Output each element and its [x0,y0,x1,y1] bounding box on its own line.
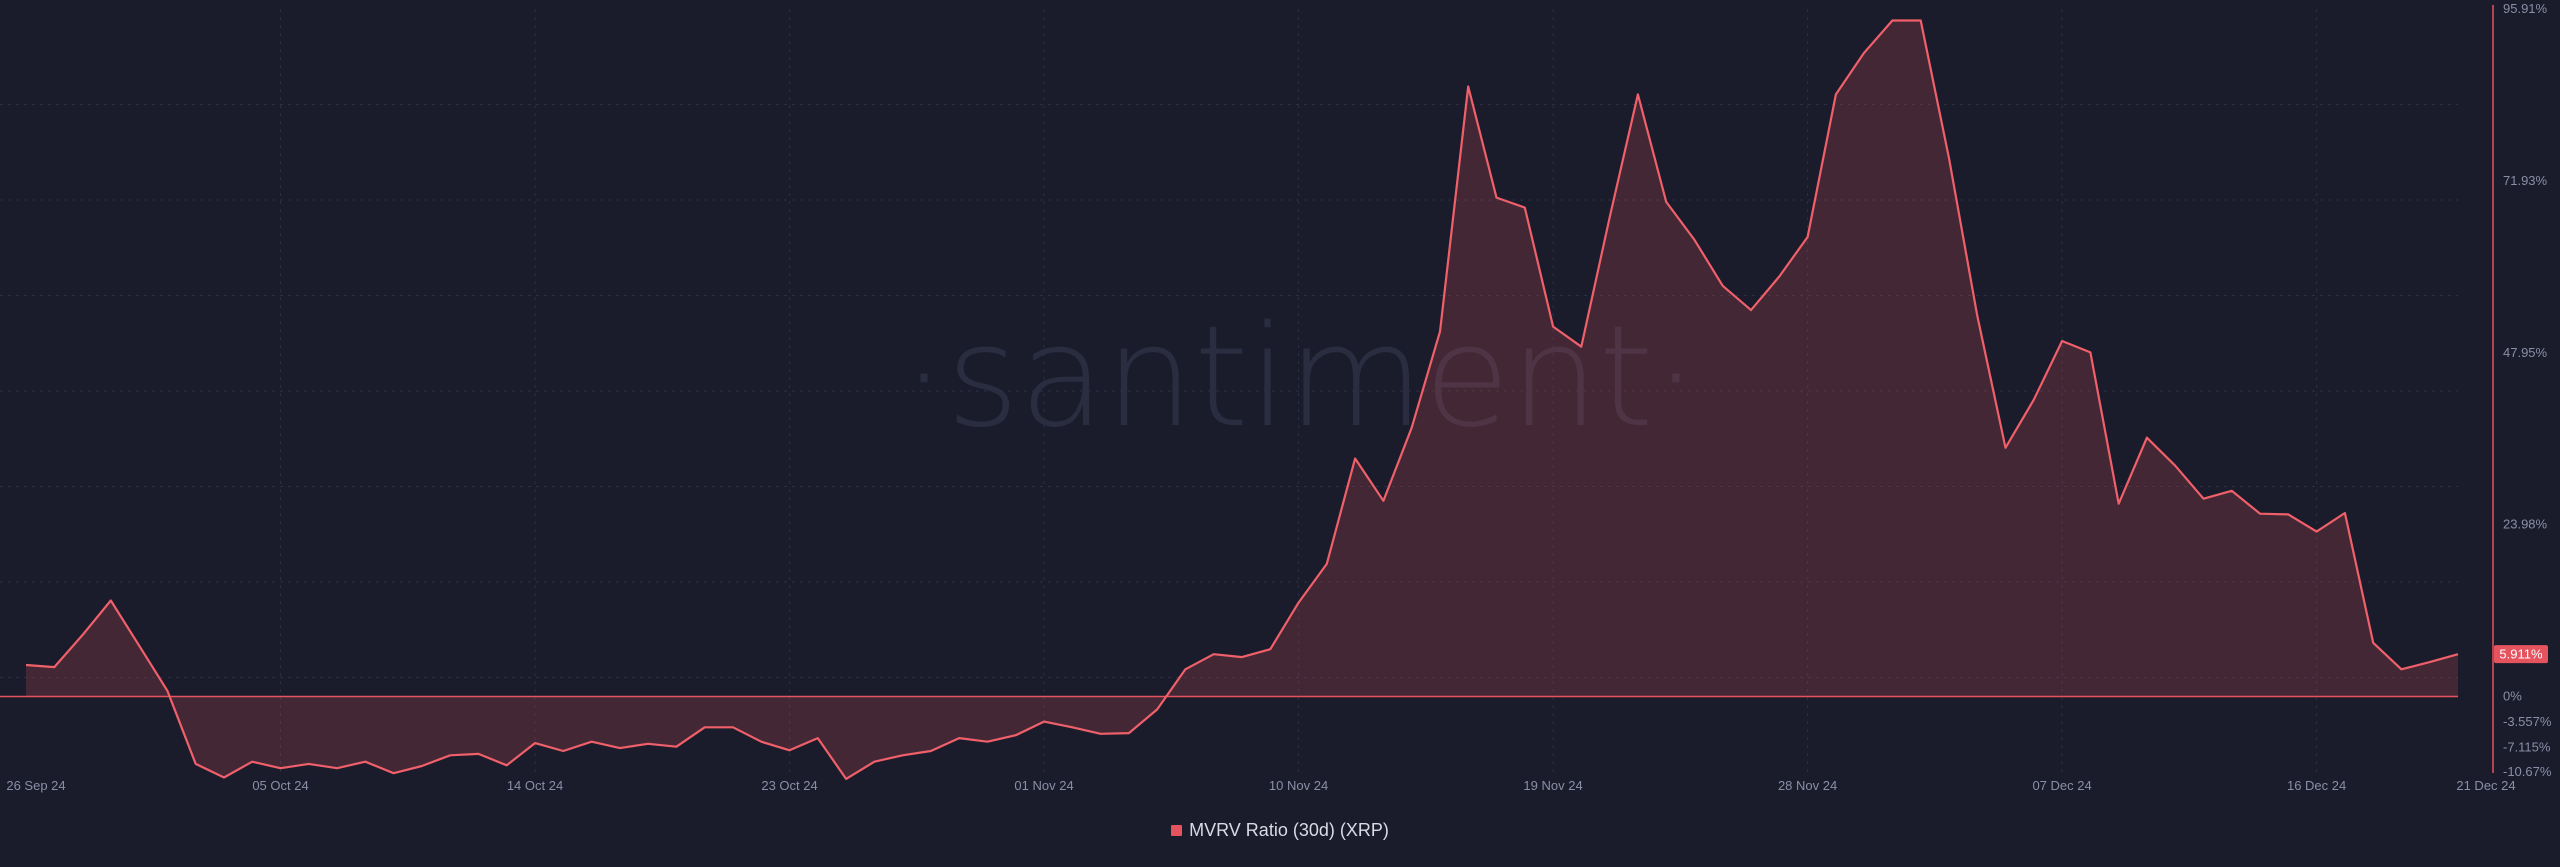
x-tick-label: 28 Nov 24 [1778,778,1837,793]
x-tick-label: 26 Sep 24 [6,778,65,793]
series-area [0,19,2459,780]
x-tick-label: 10 Nov 24 [1269,778,1328,793]
x-tick-label: 05 Oct 24 [252,778,308,793]
y-tick-label: 95.91% [2503,1,2548,16]
y-tick-label: 47.95% [2503,345,2548,360]
x-tick-label: 14 Oct 24 [507,778,563,793]
grid-lines [0,9,2458,773]
x-tick-label: 01 Nov 24 [1014,778,1073,793]
legend-label: MVRV Ratio (30d) (XRP) [1189,820,1389,840]
x-tick-label: 23 Oct 24 [761,778,817,793]
santiment-watermark: ·santiment· [902,296,1698,459]
legend-swatch [1171,825,1183,836]
y-tick-label: -10.67% [2503,764,2552,779]
x-tick-label: 16 Dec 24 [2287,778,2346,793]
y-tick-label: -3.557% [2503,714,2552,729]
y-tick-label: 71.93% [2503,173,2548,188]
y-tick-label: 0% [2503,689,2522,704]
area-fill [26,20,2458,779]
y-tick-label: 23.98% [2503,517,2548,532]
x-tick-label: 19 Nov 24 [1523,778,1582,793]
last-value-badge [2494,645,2548,664]
x-tick-label: 21 Dec 24 [2456,778,2515,793]
legend[interactable]: MVRV Ratio (30d) (XRP) [0,820,2560,841]
series-line [25,19,2459,780]
y-tick-label: -7.115% [2503,740,2551,755]
last-value-label: 5.911% [2499,647,2543,662]
x-tick-label: 07 Dec 24 [2032,778,2091,793]
axes: 26 Sep 24 05 Oct 24 14 Oct 24 23 Oct 24 01 N… [6,1,2552,793]
